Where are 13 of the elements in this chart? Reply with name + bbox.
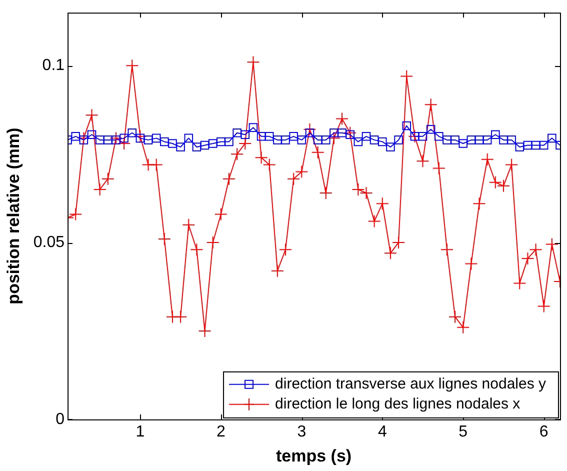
x-tick-label: 2 <box>216 423 226 440</box>
x-axis-title: temps (s) <box>276 446 352 466</box>
y-tick-label: 0.1 <box>42 57 65 74</box>
y-axis-title: position relative (mm) <box>4 128 23 304</box>
x-tick-label: 5 <box>458 423 468 440</box>
x-tick-label: 3 <box>297 423 306 440</box>
x-tick-label: 6 <box>539 423 548 440</box>
y-tick-label: 0.05 <box>33 234 65 251</box>
y-tick-label: 0 <box>56 410 65 428</box>
legend-label: direction le long des lignes nodales x <box>275 396 521 413</box>
legend-label: direction transverse aux lignes nodales y <box>275 376 546 393</box>
x-tick-label: 4 <box>378 423 387 440</box>
x-tick-label: 1 <box>136 423 145 440</box>
